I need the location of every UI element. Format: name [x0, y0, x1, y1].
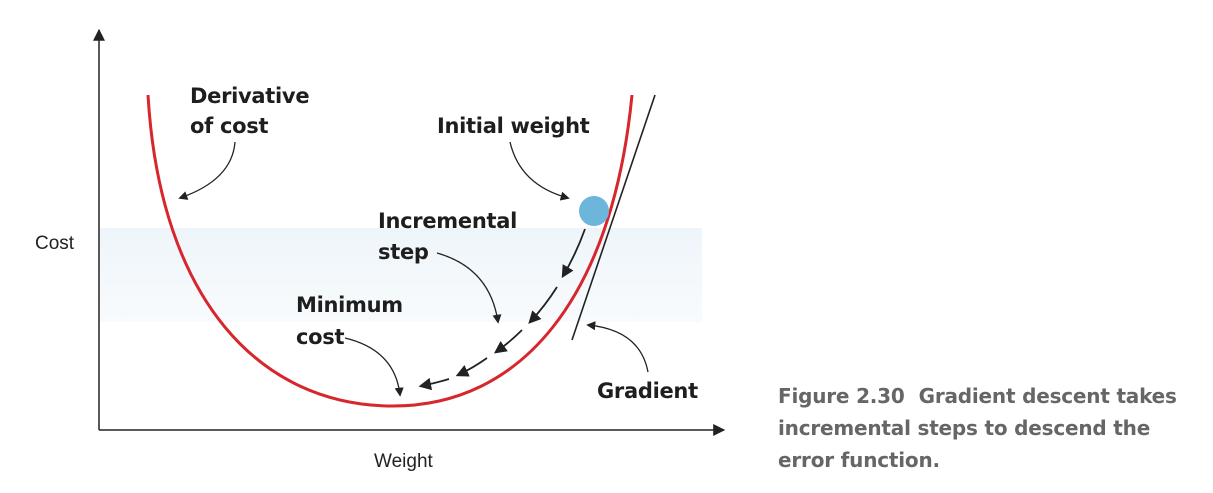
gradient-arrow: [586, 321, 649, 373]
caption-line3: error function.: [778, 448, 940, 472]
derivative-label-line2: of cost: [190, 114, 268, 138]
incremental-step-arrow: [436, 252, 502, 324]
minimum-cost-arrow: [344, 337, 404, 397]
step-arrow: [561, 228, 586, 279]
caption-text-1: Gradient descent takes: [919, 384, 1177, 408]
gradient-tangent-line: [571, 94, 656, 341]
step-arrow: [418, 377, 450, 391]
incremental-step-arrows: [418, 228, 586, 391]
cost-curve: [146, 94, 634, 408]
step-arrow: [528, 286, 558, 324]
initial-weight-arrow: [509, 141, 570, 201]
figure-caption: Figure 2.30 Gradient descent takes increm…: [778, 384, 1177, 472]
highlight-band: [100, 228, 702, 322]
derivative-arrow: [178, 141, 236, 200]
gradient-label: Gradient: [597, 379, 698, 403]
step-arrow: [493, 329, 523, 354]
caption-line1: Figure 2.30 Gradient descent takes: [778, 384, 1177, 408]
derivative-label-line1: Derivative: [190, 84, 309, 108]
minimum-cost-label-line2: cost: [296, 325, 344, 349]
caption-number: Figure 2.30: [778, 384, 905, 408]
incremental-step-label-line2: step: [378, 240, 429, 264]
initial-weight-label: Initial weight: [437, 114, 590, 138]
minimum-cost-label-line1: Minimum: [296, 293, 403, 317]
x-axis-label: Weight: [374, 451, 434, 472]
step-arrow: [455, 357, 488, 377]
caption-line2: incremental steps to descend the: [778, 416, 1150, 440]
incremental-step-label-line1: Incremental: [378, 209, 517, 233]
initial-weight-ball: [579, 196, 609, 226]
y-axis-label: Cost: [35, 233, 75, 254]
